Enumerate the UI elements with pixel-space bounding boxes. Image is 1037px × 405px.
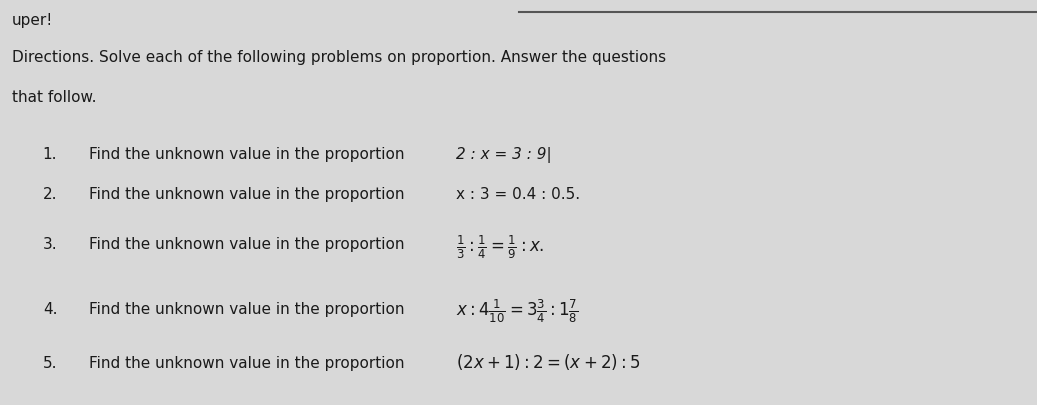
Text: 3.: 3.: [43, 237, 57, 252]
Text: $(2x + 1) : 2 = (x + 2) : 5$: $(2x + 1) : 2 = (x + 2) : 5$: [456, 351, 641, 371]
Text: Directions. Solve each of the following problems on proportion. Answer the quest: Directions. Solve each of the following …: [11, 50, 666, 65]
Text: $\frac{1}{3} : \frac{1}{4} = \frac{1}{9} : x.$: $\frac{1}{3} : \frac{1}{4} = \frac{1}{9}…: [456, 232, 544, 260]
Text: Find the unknown value in the proportion: Find the unknown value in the proportion: [89, 237, 410, 252]
Text: that follow.: that follow.: [11, 90, 96, 105]
Text: 2.: 2.: [43, 186, 57, 201]
Text: 1.: 1.: [43, 146, 57, 161]
Text: Find the unknown value in the proportion: Find the unknown value in the proportion: [89, 186, 410, 201]
Text: 2 : x = 3 : 9|: 2 : x = 3 : 9|: [456, 146, 552, 162]
Text: uper!: uper!: [11, 13, 53, 28]
Text: Find the unknown value in the proportion: Find the unknown value in the proportion: [89, 146, 410, 161]
Text: 5.: 5.: [43, 355, 57, 370]
Text: Find the unknown value in the proportion: Find the unknown value in the proportion: [89, 301, 410, 316]
Text: $x : 4\frac{1}{10} = 3\frac{3}{4} : 1\frac{7}{8}$: $x : 4\frac{1}{10} = 3\frac{3}{4} : 1\fr…: [456, 297, 579, 324]
Text: x : 3 = 0.4 : 0.5.: x : 3 = 0.4 : 0.5.: [456, 186, 581, 201]
Text: 4.: 4.: [43, 301, 57, 316]
Text: Find the unknown value in the proportion: Find the unknown value in the proportion: [89, 355, 410, 370]
